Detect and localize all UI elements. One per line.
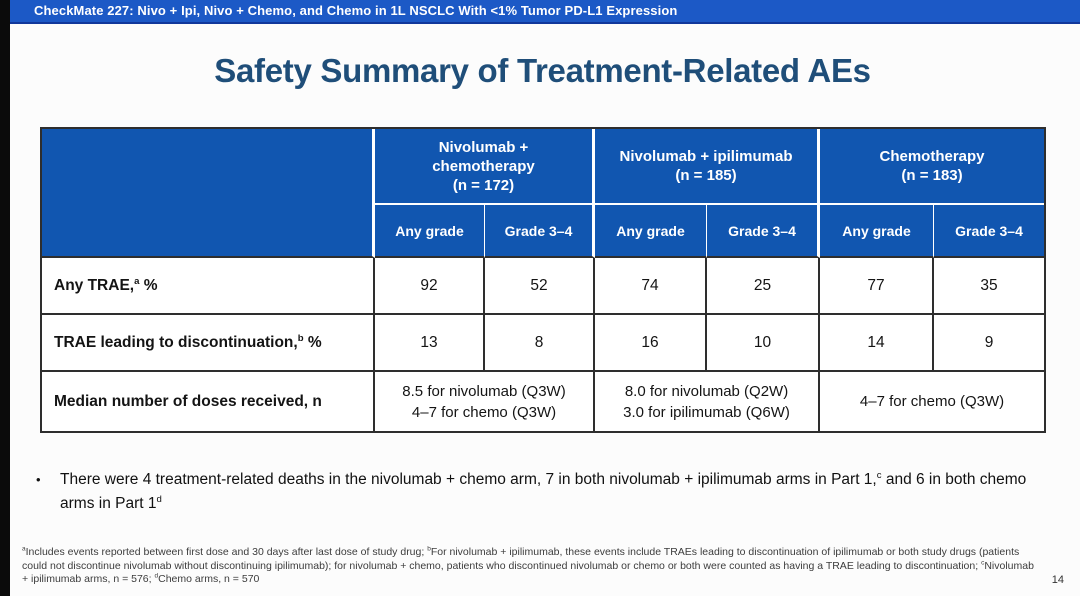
cell-value: 16 [595, 315, 707, 372]
subheader-any-grade: Any grade [595, 205, 707, 258]
cell-value: 35 [934, 258, 1045, 315]
footnote-text-a: Includes events reported between first d… [25, 546, 428, 558]
slide-title: Safety Summary of Treatment-Related AEs [214, 52, 871, 89]
cell-value: 52 [485, 258, 595, 315]
cell-value: 10 [707, 315, 821, 372]
group-n: (n = 185) [675, 167, 737, 184]
row-label-unit: % [303, 333, 322, 351]
cell-value: 14 [820, 315, 935, 372]
subheader-grade-3-4: Grade 3–4 [934, 205, 1045, 258]
table-row-trae-discontinuation: TRAE leading to discontinuation,b % 13 8… [42, 315, 1045, 372]
table-sub-header-row: Any grade Grade 3–4 Any grade Grade 3–4 … [42, 205, 1045, 258]
cell-value: 9 [934, 315, 1045, 372]
cell-value: 74 [595, 258, 707, 315]
table-row-any-trae: Any TRAE,a % 92 52 74 25 77 35 [42, 258, 1045, 315]
slide-header-text: CheckMate 227: Nivo + Ipi, Nivo + Chemo,… [34, 3, 678, 18]
bullet-marker: • [36, 472, 41, 487]
subheader-grade-3-4: Grade 3–4 [485, 205, 595, 258]
bullet-text-segment: There were 4 treatment-related deaths in… [60, 471, 877, 488]
cell-doses-chemo: 4–7 for chemo (Q3W) [820, 372, 1045, 431]
footnote-text-b: For nivolumab + ipilimumab, these events… [22, 546, 1020, 572]
row-label-text: TRAE leading to discontinuation, [54, 333, 298, 351]
subheader-any-grade: Any grade [820, 205, 935, 258]
group-name: Nivolumab + chemotherapy [432, 138, 535, 175]
row-label-trae-discontinuation: TRAE leading to discontinuation,b % [42, 315, 375, 372]
footnote-mark-c: c [876, 469, 882, 481]
footnote-mark-c: c [981, 559, 985, 566]
row-label-unit: % [139, 276, 158, 294]
col-group-chemo: Chemotherapy (n = 183) [820, 129, 1045, 205]
cell-value: 25 [707, 258, 821, 315]
page-number: 14 [1051, 574, 1064, 586]
subheader-any-grade: Any grade [375, 205, 485, 258]
footnotes: aIncludes events reported between first … [22, 546, 1034, 587]
bullet-text-segment: and 6 in both chemo arms in Part 1 [60, 471, 1027, 512]
cell-value: 77 [820, 258, 935, 315]
footnote-text-c: Nivolumab + ipilimumab arms, n = 576; [22, 559, 1034, 586]
dose-line: 4–7 for chemo (Q3W) [411, 403, 557, 421]
cell-value: 8 [485, 315, 595, 372]
dose-line: 8.0 for nivolumab (Q2W) [624, 382, 789, 400]
row-label-footnote-mark: a [134, 275, 140, 287]
row-label-text: Any TRAE, [54, 276, 135, 294]
footnote-text-d: Chemo arms, n = 570 [158, 573, 260, 585]
table-group-header-row: Nivolumab + chemotherapy (n = 172) Nivol… [42, 129, 1045, 258]
col-group-nivo-chemo: Nivolumab + chemotherapy (n = 172) [375, 129, 595, 205]
subheader-grade-3-4: Grade 3–4 [707, 205, 821, 258]
dose-line: 3.0 for ipilimumab (Q6W) [623, 403, 790, 421]
safety-table-container: Nivolumab + chemotherapy (n = 172) Nivol… [40, 127, 1046, 433]
footnote-mark-b: b [427, 545, 431, 553]
cell-doses-nivo-chemo: 8.5 for nivolumab (Q3W) 4–7 for chemo (Q… [375, 372, 595, 431]
col-group-nivo-ipi: Nivolumab + ipilimumab (n = 185) [595, 129, 821, 205]
table-corner-cell [42, 129, 375, 258]
group-n: (n = 183) [901, 167, 963, 184]
footnote-mark-a: a [22, 545, 26, 553]
left-edge-stripe [0, 0, 10, 596]
safety-table: Nivolumab + chemotherapy (n = 172) Nivol… [42, 129, 1045, 431]
table-row-median-doses: Median number of doses received, n 8.5 f… [42, 372, 1045, 431]
footnote-mark-d: d [154, 572, 159, 580]
footnote-mark-d: d [156, 493, 162, 505]
slide-header-bar: CheckMate 227: Nivo + Ipi, Nivo + Chemo,… [0, 0, 1080, 24]
row-label-median-doses: Median number of doses received, n [42, 372, 375, 431]
group-name: Nivolumab + ipilimumab [619, 148, 793, 165]
bullet-text: There were 4 treatment-related deaths in… [60, 468, 1052, 516]
bullet-point: • There were 4 treatment-related deaths … [36, 468, 1052, 516]
cell-doses-nivo-ipi: 8.0 for nivolumab (Q2W) 3.0 for ipilimum… [595, 372, 821, 431]
cell-value: 13 [375, 315, 485, 372]
cell-value: 92 [375, 258, 485, 315]
group-name: Chemotherapy [879, 148, 985, 165]
group-n: (n = 172) [452, 176, 515, 194]
row-label-any-trae: Any TRAE,a % [42, 258, 375, 315]
row-label-footnote-mark: b [297, 332, 304, 344]
dose-line: 4–7 for chemo (Q3W) [859, 393, 1005, 410]
dose-line: 8.5 for nivolumab (Q3W) [402, 382, 566, 400]
